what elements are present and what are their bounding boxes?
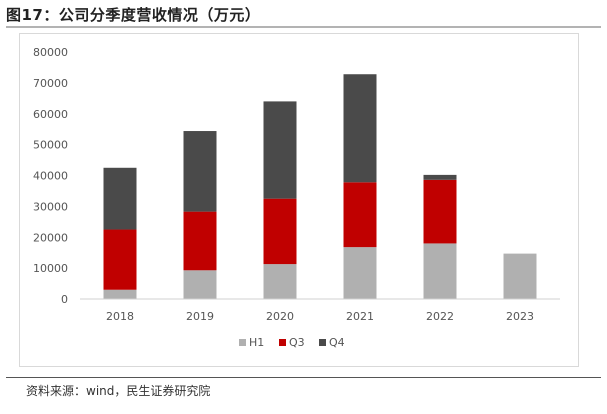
y-tick-label: 50000 (33, 139, 68, 152)
title-divider (6, 26, 601, 28)
bar-h1-2021 (343, 247, 377, 299)
bar-h1-2023 (503, 253, 537, 299)
bar-h1-2018 (103, 289, 137, 299)
y-tick-label: 60000 (33, 108, 68, 121)
bar-q3-2020 (263, 198, 297, 265)
bar-h1-2022 (423, 243, 457, 299)
y-tick-label: 40000 (33, 170, 68, 183)
x-tick-label: 2020 (266, 310, 294, 323)
legend-label-q3: Q3 (289, 336, 305, 349)
x-tick-label: 2018 (106, 310, 134, 323)
y-tick-label: 70000 (33, 77, 68, 90)
bar-q4-2018 (103, 167, 137, 230)
bar-q3-2019 (183, 211, 217, 271)
bar-q3-2018 (103, 229, 137, 290)
bar-q4-2019 (183, 131, 217, 212)
y-tick-label: 80000 (33, 46, 68, 59)
legend-label-q4: Q4 (329, 336, 345, 349)
source-divider (6, 377, 601, 378)
x-tick-label: 2019 (186, 310, 214, 323)
source-note: 资料来源：wind，民生证券研究院 (26, 384, 211, 398)
legend-swatch-q4 (319, 339, 326, 346)
bar-q4-2020 (263, 101, 297, 199)
y-tick-label: 0 (61, 293, 68, 306)
x-tick-label: 2023 (506, 310, 534, 323)
bar-q3-2021 (343, 182, 377, 248)
x-tick-label: 2022 (426, 310, 454, 323)
legend-swatch-q3 (279, 339, 286, 346)
x-tick-label: 2021 (346, 310, 374, 323)
y-tick-label: 20000 (33, 231, 68, 244)
legend-label-h1: H1 (249, 336, 264, 349)
bar-q3-2022 (423, 179, 457, 244)
chart-frame: 0 10000 20000 30000 40000 50000 60000 70000 8000… (19, 33, 579, 367)
bar-q4-2022 (423, 174, 457, 180)
y-tick-label: 10000 (33, 262, 68, 275)
figure-title: 图17：公司分季度营收情况（万元） (6, 6, 261, 24)
legend-swatch-h1 (239, 339, 246, 346)
y-tick-label: 30000 (33, 200, 68, 213)
bar-q4-2021 (343, 74, 377, 183)
bar-h1-2019 (183, 270, 217, 299)
stacked-bar-chart: 0 10000 20000 30000 40000 50000 60000 70000 8000… (33, 46, 560, 349)
bar-h1-2020 (263, 264, 297, 299)
